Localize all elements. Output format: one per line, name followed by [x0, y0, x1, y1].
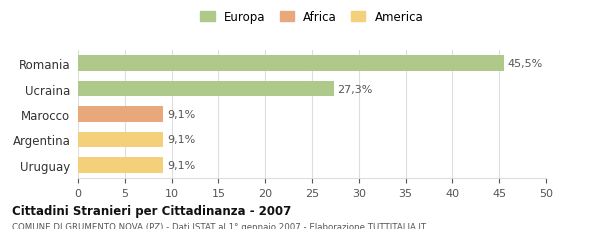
Legend: Europa, Africa, America: Europa, Africa, America — [197, 8, 427, 27]
Text: 27,3%: 27,3% — [337, 84, 373, 94]
Bar — [78, 132, 163, 147]
Text: 9,1%: 9,1% — [167, 160, 195, 170]
Text: 9,1%: 9,1% — [167, 109, 195, 120]
Text: COMUNE DI GRUMENTO NOVA (PZ) - Dati ISTAT al 1° gennaio 2007 - Elaborazione TUTT: COMUNE DI GRUMENTO NOVA (PZ) - Dati ISTA… — [12, 222, 426, 229]
Bar — [78, 56, 504, 71]
Text: 45,5%: 45,5% — [508, 59, 543, 69]
Text: 9,1%: 9,1% — [167, 135, 195, 145]
Bar — [78, 107, 163, 122]
Text: Cittadini Stranieri per Cittadinanza - 2007: Cittadini Stranieri per Cittadinanza - 2… — [12, 204, 291, 217]
Bar — [78, 82, 334, 97]
Bar — [78, 158, 163, 173]
